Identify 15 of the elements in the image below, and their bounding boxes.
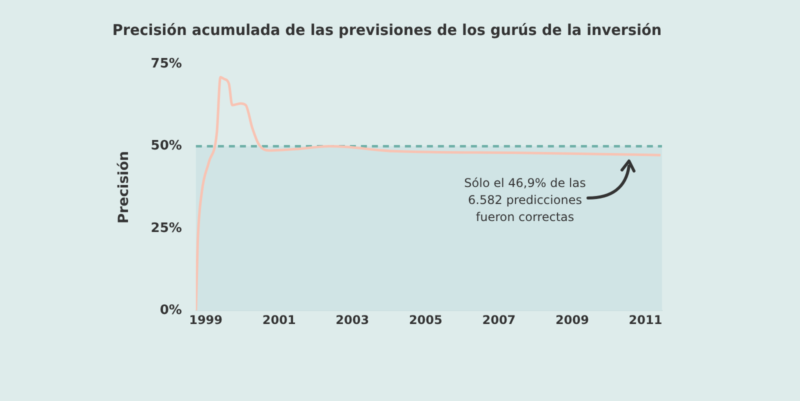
line-series <box>196 76 662 311</box>
y-tick-label: 50% <box>150 138 182 154</box>
x-tick-label: 2011 <box>628 312 662 327</box>
chart-title: Precisión acumulada de las previsiones de los gurús de la inversión <box>112 22 662 39</box>
x-tick-label: 2005 <box>408 312 442 327</box>
x-tick-label: 1999 <box>189 312 223 327</box>
x-tick-label: 2007 <box>482 312 516 327</box>
y-tick-label: 0% <box>160 302 182 318</box>
x-tick-label: 2003 <box>336 312 370 327</box>
annotation: Sólo el 46,9% de las 6.582 predicciones fueron correctas <box>463 175 587 226</box>
x-tick-label: 2001 <box>262 312 296 327</box>
y-tick-label: 25% <box>150 220 182 236</box>
y-axis-title: Precisión <box>116 151 132 224</box>
x-tick-label: 2009 <box>556 312 589 327</box>
y-tick-label: 75% <box>150 56 182 72</box>
